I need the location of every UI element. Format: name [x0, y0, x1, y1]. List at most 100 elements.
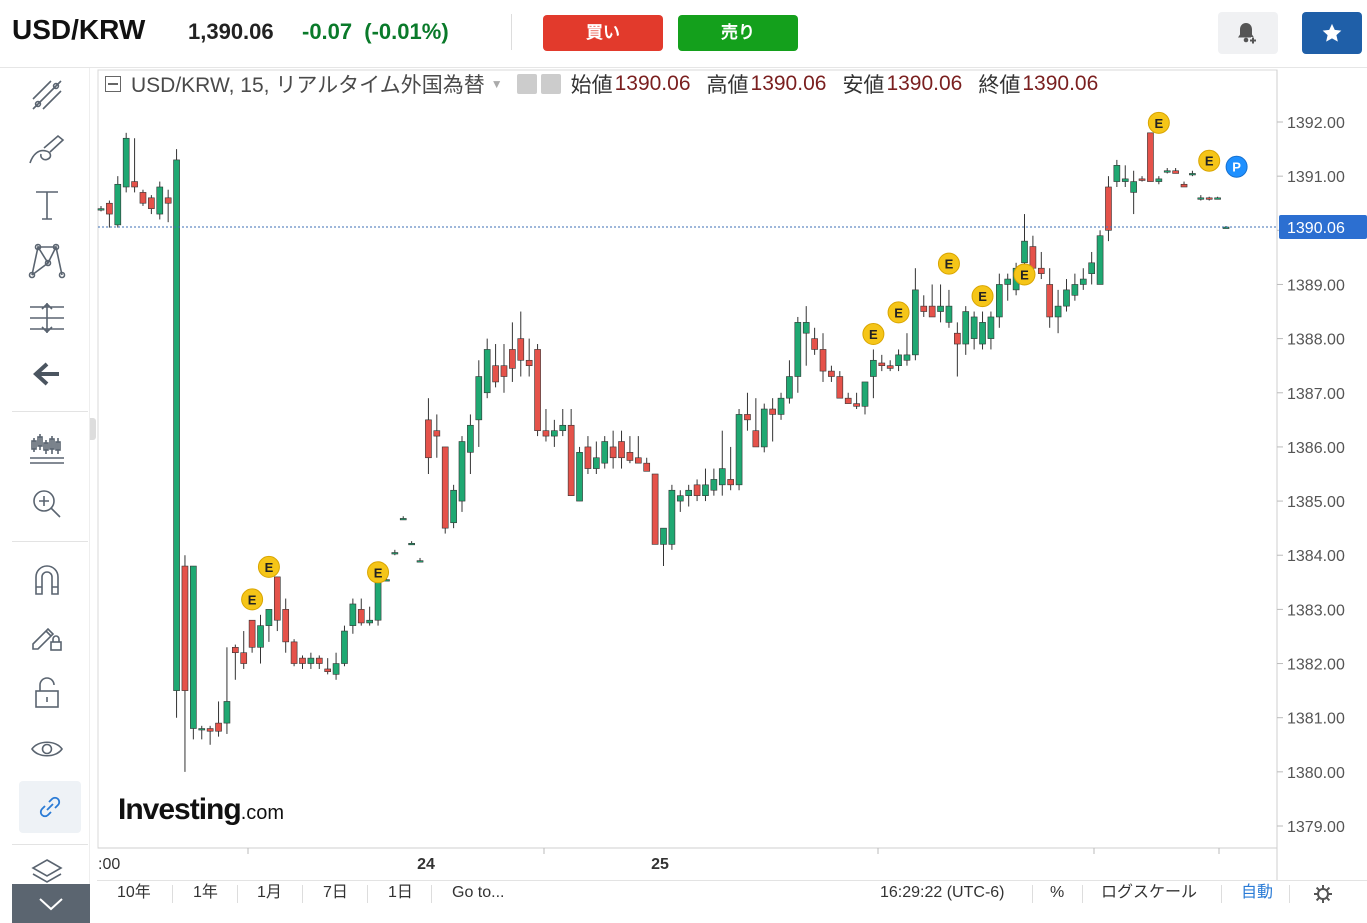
brush-icon	[29, 134, 65, 164]
candle	[559, 409, 567, 437]
toolbar-divider	[12, 411, 88, 412]
candle-body	[475, 376, 483, 421]
eye-icon	[31, 741, 63, 757]
visibility-button[interactable]	[19, 726, 75, 772]
unlock-button[interactable]	[19, 670, 75, 716]
brush-tool-button[interactable]	[19, 127, 75, 173]
plot-area	[97, 69, 1278, 849]
candle	[223, 647, 231, 734]
add-alert-button[interactable]	[1218, 12, 1278, 54]
back-button[interactable]	[19, 351, 75, 397]
candle-body	[315, 657, 323, 664]
candle	[870, 349, 877, 399]
drawing-toolbar	[0, 68, 90, 923]
candle	[676, 490, 684, 512]
bottom-divider	[1082, 885, 1083, 903]
candle-body	[1105, 186, 1112, 231]
range-1m-button[interactable]: 1月	[257, 884, 282, 901]
legend-settings-icon[interactable]	[540, 74, 561, 94]
event-marker	[1013, 263, 1036, 286]
range-1d-button[interactable]: 1日	[388, 884, 413, 901]
magnet-button[interactable]	[19, 556, 75, 602]
goto-button[interactable]: Go to...	[452, 884, 505, 901]
change-percent: (-0.01%)	[364, 19, 449, 44]
bottom-divider	[431, 885, 432, 903]
candle-body	[643, 462, 651, 472]
open-value: 1390.06	[614, 72, 691, 95]
range-1y-button[interactable]: 1年	[193, 884, 218, 901]
candle	[643, 457, 651, 472]
candle	[1189, 170, 1196, 177]
candle	[408, 541, 415, 546]
time-display[interactable]: 16:29:22 (UTC-6)	[880, 884, 1005, 901]
candle-body	[593, 457, 600, 469]
toolbar-expand-button[interactable]	[12, 884, 90, 923]
text-tool-button[interactable]	[19, 182, 75, 228]
range-10y-button[interactable]: 10年	[117, 884, 151, 901]
chart-legend: USD/KRW, 15, リアルタイム外国為替 ▼ 始値 1390.06 高値 13…	[105, 70, 1098, 98]
chart-type-button[interactable]	[19, 426, 75, 472]
candle-body	[1054, 305, 1062, 318]
close-value: 1390.06	[1022, 72, 1099, 95]
y-tick-label: 1384.00	[1287, 548, 1345, 565]
candle-body	[752, 430, 760, 448]
auto-scale-button[interactable]: 自動	[1241, 884, 1274, 901]
toolbar-collapse-handle[interactable]	[90, 418, 96, 440]
candle	[979, 311, 986, 350]
bell-plus-icon	[1238, 23, 1257, 44]
candle	[962, 306, 970, 355]
candle-body	[660, 527, 667, 545]
candle	[450, 484, 457, 529]
legend-visibility-icon[interactable]	[516, 74, 537, 94]
candle-body	[164, 197, 172, 204]
layers-button[interactable]	[19, 856, 75, 886]
collapse-legend-icon[interactable]	[105, 76, 121, 92]
candle-body	[828, 370, 835, 377]
settings-button[interactable]	[1313, 881, 1333, 905]
price-change: -0.07 (-0.01%)	[302, 19, 449, 45]
low-label: 安値	[842, 74, 885, 97]
watchlist-star-button[interactable]	[1302, 12, 1362, 54]
candle-body	[937, 305, 944, 312]
candle-body	[559, 424, 567, 431]
candle-body	[467, 424, 474, 453]
back-arrow-icon	[33, 362, 59, 386]
log-scale-button[interactable]: ログスケール	[1101, 884, 1198, 901]
lock-drawing-button[interactable]	[19, 613, 75, 659]
candle	[819, 333, 827, 382]
candle-body	[307, 657, 315, 664]
candle	[1121, 165, 1129, 187]
y-tick-label: 1391.00	[1287, 169, 1345, 186]
candle-body	[668, 489, 676, 545]
buy-button[interactable]: 買い	[543, 15, 663, 51]
range-7d-button[interactable]: 7日	[323, 884, 348, 901]
candle-body	[760, 408, 768, 448]
candle	[651, 473, 659, 545]
candle-body	[1029, 246, 1037, 269]
x-tick-label: 24	[417, 856, 435, 873]
candle	[106, 200, 113, 228]
bottom-divider	[1289, 885, 1290, 903]
candle	[114, 176, 122, 228]
candle	[122, 132, 130, 193]
pattern-tool-button[interactable]	[19, 237, 75, 283]
chevron-down-icon	[39, 897, 63, 910]
link-button[interactable]	[19, 781, 81, 833]
candle-body	[567, 424, 575, 496]
candle	[828, 365, 835, 382]
candle	[844, 392, 852, 404]
candle-body	[483, 349, 491, 394]
measure-tool-button[interactable]	[19, 295, 75, 341]
event-marker-label: E	[1020, 267, 1029, 282]
candle	[425, 398, 432, 474]
legend-dropdown-icon[interactable]: ▼	[490, 77, 503, 91]
candle	[148, 195, 155, 215]
line-tools-button[interactable]	[19, 72, 75, 118]
percent-scale-button[interactable]: %	[1050, 884, 1065, 901]
candle	[416, 557, 424, 563]
zoom-in-button[interactable]	[19, 481, 75, 527]
candle-body	[1197, 197, 1205, 200]
candle	[1088, 251, 1095, 285]
sell-button[interactable]: 売り	[678, 15, 798, 51]
